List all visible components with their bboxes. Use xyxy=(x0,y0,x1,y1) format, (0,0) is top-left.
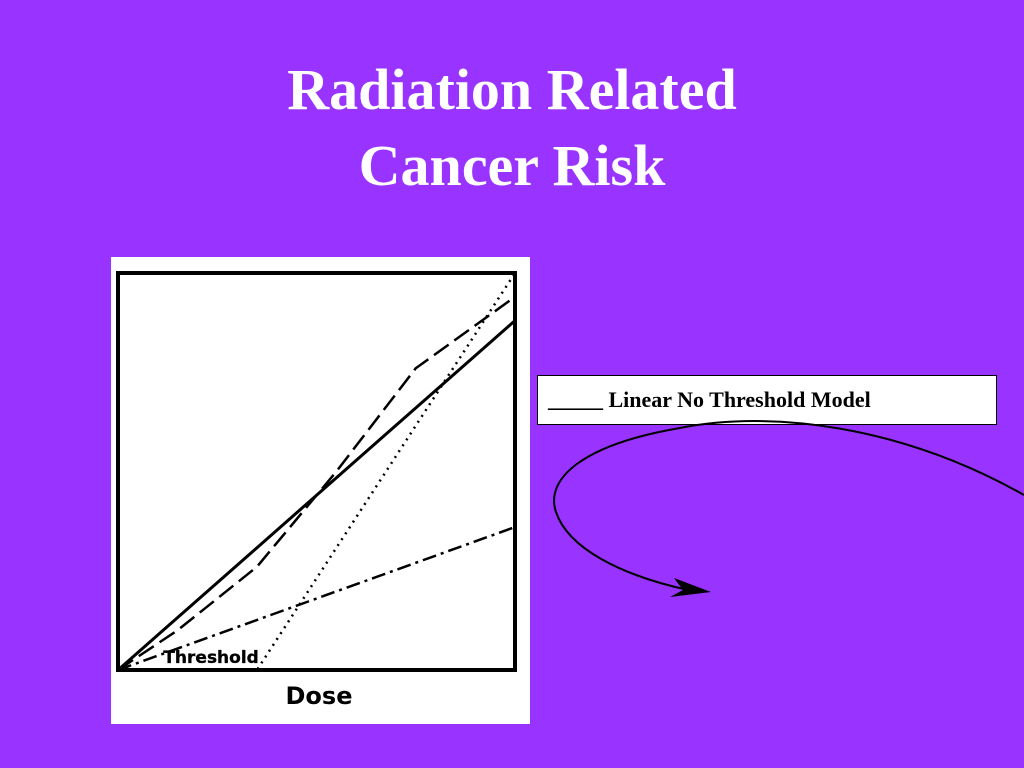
title-line-1: Radiation Related xyxy=(287,57,737,122)
slide-title: Radiation Related Cancer Risk xyxy=(0,52,1024,204)
series-line-dash-dot xyxy=(117,525,516,672)
arrowhead xyxy=(670,578,711,597)
series-line-dashed xyxy=(117,295,516,672)
series-layer xyxy=(117,272,517,672)
chart-svg: Threshold Dose xyxy=(116,271,517,710)
series-line-dotted xyxy=(118,272,517,672)
title-line-2: Cancer Risk xyxy=(358,133,666,198)
chart-panel: Threshold Dose xyxy=(111,257,530,724)
x-axis-label: Dose xyxy=(286,682,353,710)
legend-box: _____ Linear No Threshold Model xyxy=(537,375,997,425)
plot-frame xyxy=(116,271,517,672)
threshold-annotation: Threshold xyxy=(163,648,259,668)
legend-line-marker: _____ xyxy=(548,387,603,412)
callout-arrow-path xyxy=(553,420,1024,591)
legend-label: Linear No Threshold Model xyxy=(608,387,871,412)
